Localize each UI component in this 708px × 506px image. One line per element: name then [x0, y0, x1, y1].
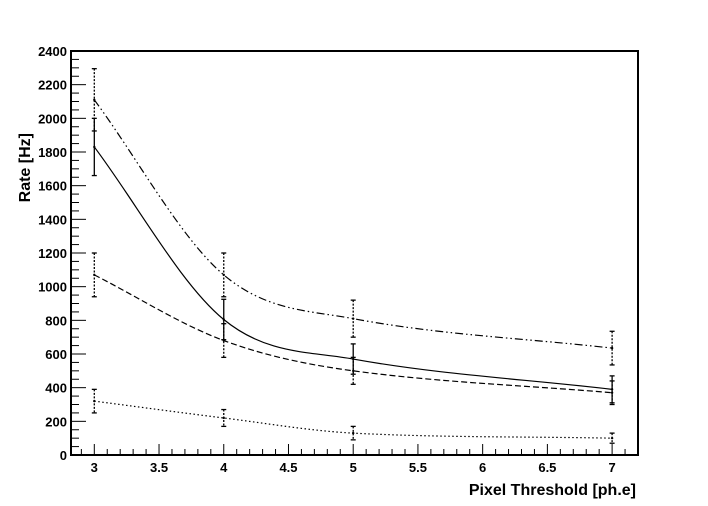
- data-point: [610, 436, 614, 440]
- series-solid: [91, 117, 615, 404]
- y-tick-label: 200: [45, 414, 67, 429]
- data-point: [222, 416, 225, 420]
- y-tick-label: 1800: [38, 145, 67, 160]
- data-point: [93, 399, 96, 403]
- error-bar: [221, 298, 227, 341]
- error-bar: [350, 299, 356, 338]
- error-bar: [221, 408, 227, 428]
- y-tick-label: 0: [60, 448, 67, 463]
- x-tick-label: 3.5: [150, 460, 168, 475]
- data-point: [93, 98, 96, 102]
- y-tick-label: 1200: [38, 246, 67, 261]
- series-layer: [91, 68, 615, 444]
- x-tick-label: 4: [220, 460, 228, 475]
- error-bar: [609, 380, 615, 406]
- x-tick-label: 7: [608, 460, 615, 475]
- plot-frame: [70, 50, 639, 456]
- data-point: [352, 369, 355, 373]
- y-tick-label: 800: [45, 313, 67, 328]
- series-dash-dot-dot: [91, 68, 615, 366]
- x-tick-label: 5: [350, 460, 357, 475]
- data-point: [222, 339, 225, 342]
- x-tick-label: 6.5: [538, 460, 556, 475]
- y-tick-label: 2400: [38, 44, 67, 59]
- data-point: [222, 318, 225, 321]
- y-axis-title: Rate [Hz]: [17, 133, 34, 202]
- y-tick-label: 600: [45, 347, 67, 362]
- y-tick-label: 400: [45, 381, 67, 396]
- error-bar: [91, 117, 97, 177]
- error-bar: [91, 388, 97, 414]
- data-point: [610, 391, 614, 394]
- error-bar: [221, 323, 227, 359]
- data-point: [222, 273, 225, 277]
- y-tick-label: 2000: [38, 111, 67, 126]
- series-line: [93, 146, 613, 390]
- labels-layer: 3 3.5 4 4.5 5 5.5 6 6.5 7 0 200 400 600 800 1000 1200 14…: [38, 44, 616, 475]
- error-bar: [350, 425, 356, 441]
- data-point: [352, 431, 355, 435]
- series-line: [94, 274, 613, 394]
- error-bar: [609, 432, 615, 444]
- error-bar: [609, 330, 615, 366]
- data-point: [93, 145, 96, 149]
- x-tick-label: 5.5: [409, 460, 427, 475]
- y-tick-label: 2200: [38, 78, 67, 93]
- error-bar: [221, 252, 227, 298]
- x-tick-label: 4.5: [279, 460, 297, 475]
- data-point: [93, 273, 96, 277]
- error-bar: [91, 252, 97, 298]
- data-point: [610, 346, 614, 350]
- x-tick-label: 6: [479, 460, 486, 475]
- error-bar: [350, 356, 356, 385]
- series-dotted: [91, 388, 615, 444]
- x-tick-label: 3: [91, 460, 98, 475]
- y-tick-label: 1000: [38, 280, 67, 295]
- series-line: [93, 99, 613, 349]
- y-tick-label: 1400: [38, 212, 67, 227]
- ticks-layer: [71, 50, 639, 456]
- series-dashed: [91, 252, 615, 406]
- data-point: [352, 317, 355, 320]
- x-axis-title: Pixel Threshold [ph.e]: [469, 482, 636, 499]
- y-tick-label: 1600: [38, 179, 67, 194]
